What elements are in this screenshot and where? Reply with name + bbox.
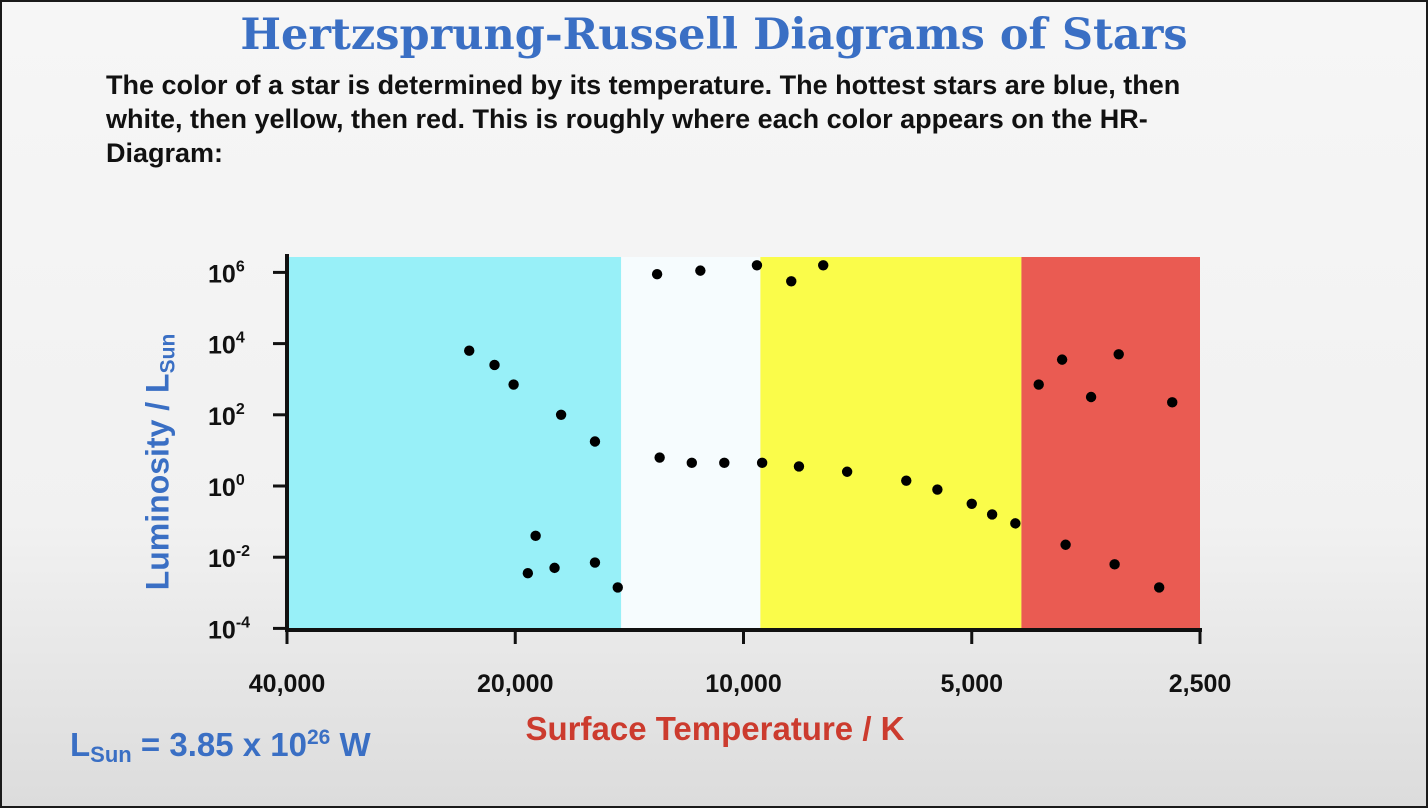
y-tick-label: 10-4 [208, 614, 250, 644]
star-points [464, 260, 1178, 593]
star-point [508, 379, 519, 390]
star-point [530, 530, 541, 542]
star-point [654, 452, 665, 463]
y-tick-label: 106 [208, 258, 245, 288]
star-point [818, 260, 829, 271]
star-point [901, 475, 912, 486]
star-point [751, 260, 763, 271]
star-point [464, 345, 475, 356]
x-tick-label: 2,500 [1169, 670, 1232, 698]
intro-text: The color of a star is determined by its… [106, 70, 1181, 168]
star-point [1109, 559, 1120, 570]
star-point [612, 582, 623, 593]
star-point [1167, 397, 1178, 408]
star-point [555, 409, 567, 420]
star-point [489, 359, 500, 371]
y-tick-label: 100 [208, 472, 245, 502]
x-tick-label: 40,000 [249, 670, 325, 698]
star-point [1056, 354, 1068, 365]
chart-axes [273, 254, 1202, 644]
x-tick-label: 20,000 [477, 670, 553, 698]
star-point [1033, 379, 1044, 390]
star-point [589, 557, 601, 568]
color-bands [287, 257, 1200, 630]
y-tick-labels: 106 104 102 100 10-2 10-4 [208, 258, 250, 644]
star-point [841, 466, 853, 477]
blue-band [287, 257, 622, 630]
x-tick-label: 5,000 [940, 670, 1003, 698]
white-band [621, 257, 761, 630]
star-point [1153, 582, 1165, 593]
x-axis-label: Surface Temperature / K [525, 710, 905, 747]
x-tick-labels: 40,000 20,000 10,000 5,000 2,500 [249, 670, 1232, 698]
star-point [986, 509, 998, 520]
star-point [589, 436, 601, 447]
star-point [756, 457, 768, 469]
star-point [1113, 349, 1124, 360]
y-tick-label: 10-2 [208, 543, 250, 573]
yellow-band [760, 257, 1022, 630]
star-point [786, 276, 797, 287]
y-tick-label: 104 [208, 330, 245, 360]
star-point [549, 562, 560, 574]
red-band [1021, 257, 1200, 630]
star-point [686, 457, 697, 469]
star-point [793, 461, 805, 472]
y-tick-label: 102 [208, 401, 245, 431]
star-point [1085, 391, 1097, 403]
x-tick-label: 10,000 [705, 670, 781, 698]
solar-luminosity-note: LSun = 3.85 x 1026 W [70, 726, 371, 767]
star-point [932, 484, 943, 495]
star-point [1010, 518, 1021, 529]
star-point [651, 268, 663, 280]
star-point [966, 498, 977, 509]
star-point [1060, 539, 1071, 550]
star-point [719, 457, 730, 469]
y-axis-label: Luminosity / LSun [139, 333, 180, 591]
star-point [695, 265, 706, 276]
star-point [522, 568, 534, 579]
slide-title: Hertzsprung-Russell Diagrams of Stars [240, 10, 1188, 60]
